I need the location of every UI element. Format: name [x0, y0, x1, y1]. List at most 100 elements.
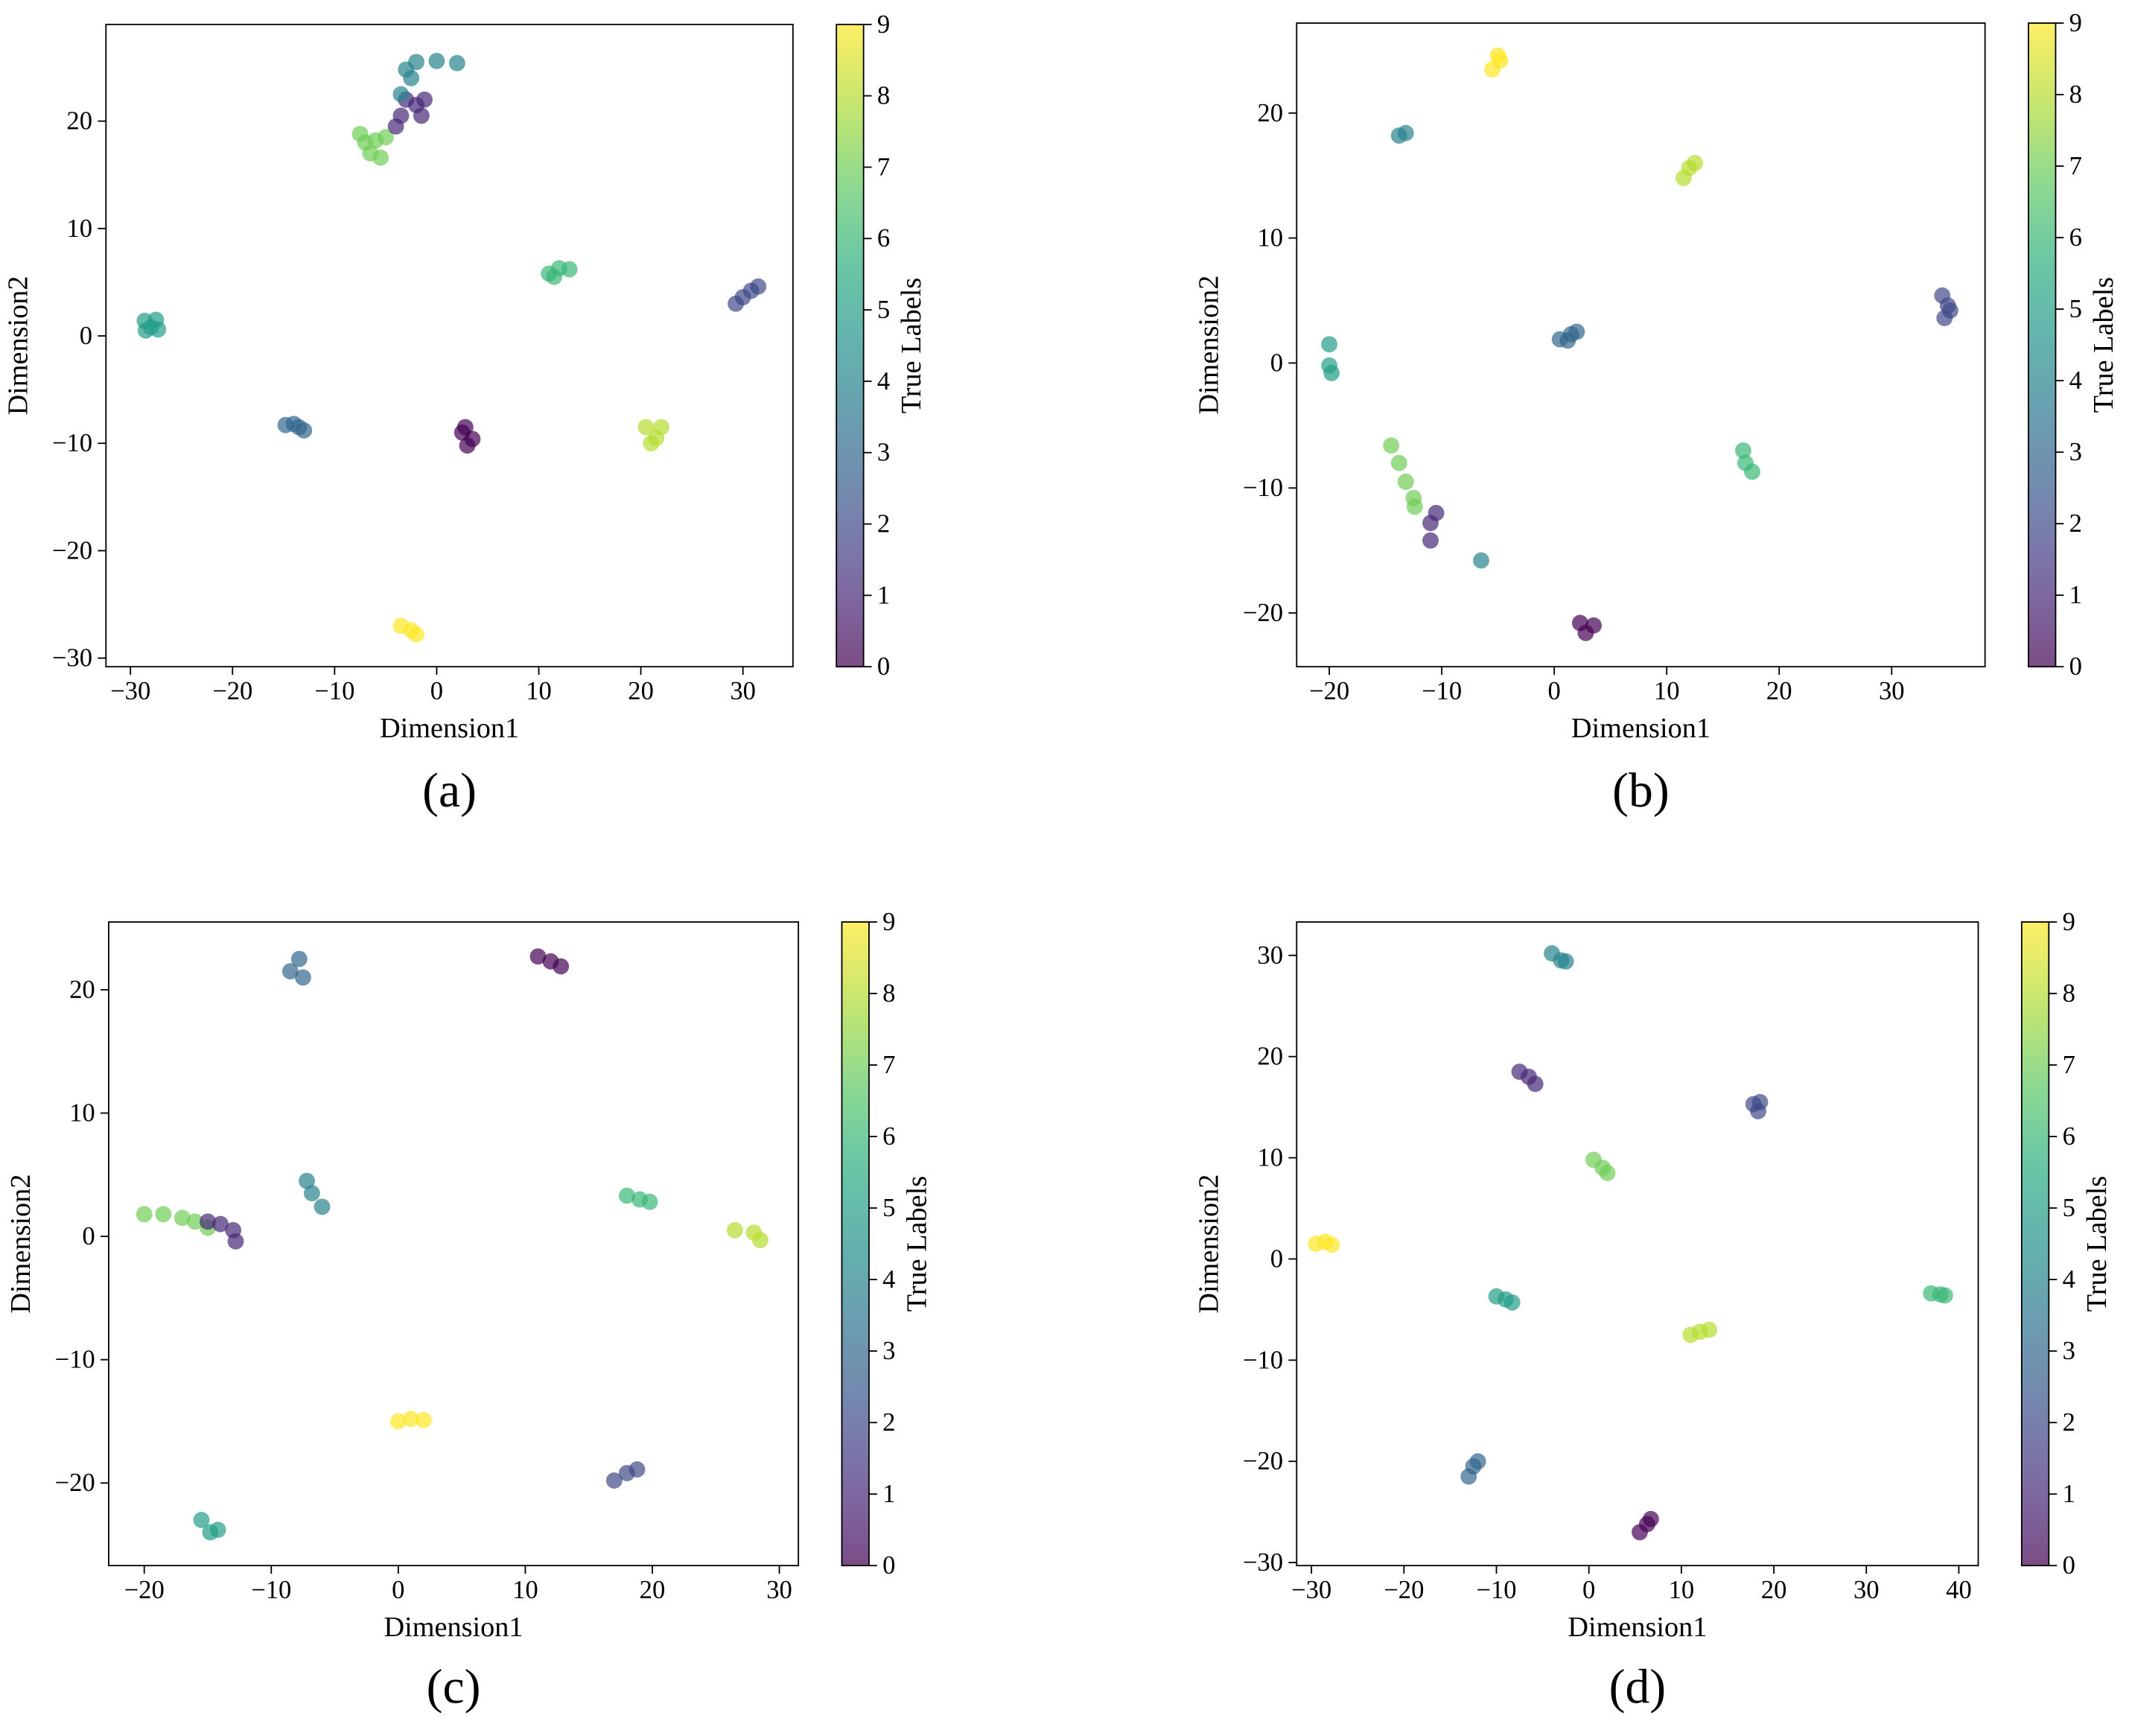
colorbar-tick-label: 1 — [882, 1480, 895, 1508]
point — [637, 419, 655, 436]
x-tick-label: −10 — [1476, 1576, 1516, 1604]
x-tick-label: 30 — [1879, 677, 1905, 705]
colorbar-tick-label: 2 — [882, 1408, 895, 1437]
x-tick-label: −20 — [1384, 1576, 1424, 1604]
point — [529, 948, 547, 965]
colorbar-tick-label: 5 — [2063, 1194, 2075, 1222]
point — [1687, 155, 1703, 171]
subplot: −20 −10 0 10 20 30−20−1001020Dimension1Dimens… — [5, 908, 932, 1714]
colorbar-tick-label: 0 — [2063, 1551, 2075, 1580]
point — [209, 1522, 226, 1539]
point — [1734, 442, 1751, 459]
point — [1469, 1453, 1486, 1470]
point — [1642, 1510, 1659, 1527]
x-tick-label: −20 — [1309, 677, 1349, 705]
x-tick-label: 30 — [766, 1576, 792, 1604]
x-axis-label: Dimension1 — [380, 713, 519, 744]
point — [1422, 532, 1439, 549]
colorbar-tick-label: 3 — [2069, 438, 2082, 466]
x-tick-label: 0 — [392, 1576, 404, 1604]
caption: (d) — [1609, 1660, 1667, 1714]
y-tick-label: 20 — [69, 976, 95, 1004]
point — [726, 1221, 743, 1239]
colorbar-tick-label: 6 — [877, 224, 890, 252]
point — [398, 61, 415, 78]
point — [1390, 454, 1407, 471]
point — [1559, 332, 1576, 349]
x-tick-label: 10 — [1669, 1576, 1695, 1604]
colorbar-tick-label: 9 — [2069, 9, 2082, 37]
y-axis-label: Dimension2 — [5, 1174, 36, 1314]
point — [186, 1213, 203, 1230]
point — [416, 91, 433, 108]
point — [1406, 498, 1423, 515]
colorbar-tick-label: 6 — [2069, 223, 2082, 252]
y-axis-label: Dimension2 — [1194, 1174, 1225, 1314]
point — [193, 1511, 210, 1528]
point — [1397, 473, 1414, 490]
y-tick-label: 10 — [1257, 1144, 1283, 1172]
colorbar-tick-label: 7 — [2069, 152, 2082, 180]
colorbar-tick-label: 2 — [2063, 1408, 2075, 1437]
point — [1744, 463, 1760, 480]
y-tick-label: −20 — [1243, 599, 1283, 627]
y-tick-label: 0 — [1270, 1244, 1283, 1273]
point — [459, 437, 476, 454]
colorbar-tick-label: 2 — [2069, 509, 2082, 538]
y-tick-label: −10 — [52, 429, 92, 457]
y-tick-label: −20 — [55, 1469, 95, 1497]
point — [553, 958, 570, 975]
point — [1599, 1165, 1616, 1181]
colorbar-tick-label: 2 — [877, 510, 890, 538]
point — [641, 1193, 658, 1210]
y-axis-label: Dimension2 — [1194, 276, 1225, 415]
colorbar-tick-label: 9 — [877, 10, 890, 39]
colorbar-tick-label: 4 — [2069, 366, 2082, 395]
subplot: −30 −20 −10 0 10 20 30 40−30−20−100102030Dimens… — [1194, 908, 2113, 1714]
colorbar — [2028, 22, 2057, 668]
point — [628, 1461, 646, 1478]
point — [155, 1206, 172, 1223]
y-tick-label: −30 — [52, 644, 92, 673]
point — [402, 1411, 419, 1428]
point — [448, 54, 465, 71]
point — [387, 118, 404, 135]
x-tick-label: 20 — [628, 677, 654, 705]
colorbar-tick-label: 1 — [2063, 1480, 2075, 1508]
point — [413, 107, 430, 124]
colorbar-label: True Labels — [2081, 1176, 2113, 1311]
point — [136, 1206, 153, 1223]
x-tick-label: 40 — [1946, 1576, 1972, 1604]
point — [605, 1472, 623, 1489]
point — [428, 52, 445, 69]
y-tick-label: 20 — [1257, 99, 1283, 127]
point — [227, 1233, 244, 1250]
point — [1323, 1236, 1340, 1253]
colorbar-tick-label: 4 — [882, 1265, 895, 1294]
colorbar-tick-label: 5 — [2069, 295, 2082, 323]
colorbar — [2020, 921, 2050, 1567]
y-tick-label: 30 — [1257, 941, 1283, 970]
point — [281, 963, 299, 980]
point — [212, 1215, 229, 1233]
x-axis-label: Dimension1 — [1571, 713, 1710, 744]
point — [561, 261, 578, 278]
point — [200, 1213, 216, 1230]
point — [377, 129, 394, 146]
x-tick-label: 20 — [1761, 1576, 1787, 1604]
y-tick-label: −10 — [1243, 1346, 1283, 1374]
point — [314, 1198, 331, 1215]
colorbar-tick-label: 9 — [2063, 908, 2075, 936]
colorbar-tick-label: 8 — [882, 979, 895, 1008]
x-tick-label: 0 — [430, 677, 443, 705]
point — [752, 1232, 768, 1249]
y-axis-label: Dimension2 — [3, 276, 34, 415]
point — [456, 419, 474, 436]
x-tick-label: −10 — [251, 1576, 291, 1604]
x-tick-label: 10 — [512, 1576, 538, 1604]
point — [392, 86, 410, 103]
y-tick-label: −20 — [1243, 1447, 1283, 1475]
colorbar-label: True Labels — [902, 1176, 933, 1311]
y-tick-label: 20 — [66, 107, 92, 136]
